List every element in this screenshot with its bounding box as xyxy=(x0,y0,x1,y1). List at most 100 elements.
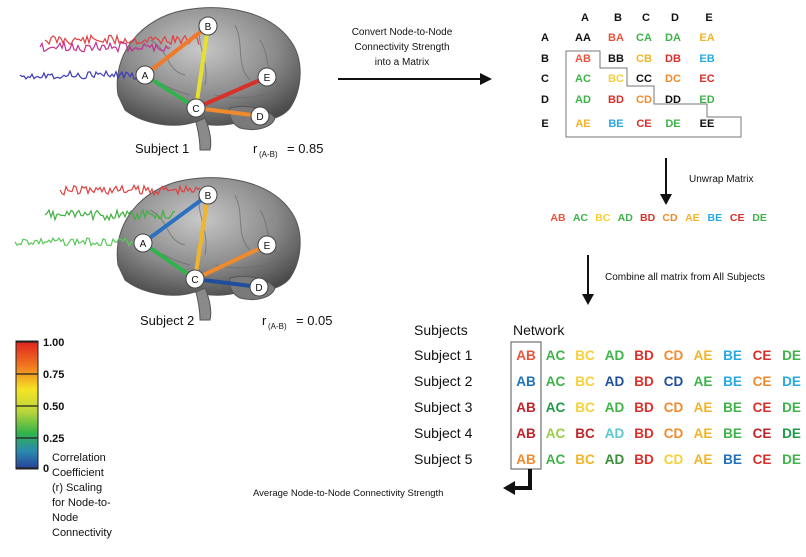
table-header-network: Network xyxy=(513,322,565,338)
table-cell: BD xyxy=(634,374,654,389)
edge-A-C xyxy=(143,73,198,110)
brain-2-edges xyxy=(141,193,269,289)
matrix-cell: EB xyxy=(699,53,714,65)
average-arrow xyxy=(513,469,532,490)
matrix-row-header: A xyxy=(541,32,549,44)
table-header-subjects: Subjects xyxy=(414,322,468,338)
edge-C-E xyxy=(194,75,269,110)
combine-arrow-head xyxy=(582,294,594,305)
table-cell: AB xyxy=(516,374,536,389)
table-cell: AC xyxy=(546,348,566,363)
table-cell: BE xyxy=(723,400,742,415)
matrix-cell: EC xyxy=(699,73,714,85)
matrix-cell: AD xyxy=(575,94,591,106)
matrix-row-header: C xyxy=(541,73,549,85)
colorbar-tick-label: 0.50 xyxy=(43,401,64,413)
table-subject-label: Subject 4 xyxy=(414,425,473,441)
colorbar-label-line: for Node-to- xyxy=(52,497,111,509)
brain-subject-1: A B C D E xyxy=(19,7,301,151)
table-cell: AD xyxy=(605,452,625,467)
node-label-B: B xyxy=(205,191,212,202)
edge-C-E xyxy=(193,243,269,281)
colorbar-label-line: Correlation xyxy=(52,452,106,464)
unwrapped-cell: CD xyxy=(662,212,678,224)
unwrapped-cell: BE xyxy=(708,212,723,224)
node-C: C xyxy=(185,269,205,289)
matrix-cell: BD xyxy=(608,94,624,106)
brain-1-cerebrum xyxy=(116,7,301,126)
edge-C-D xyxy=(193,277,261,289)
node-label-C: C xyxy=(192,104,199,115)
convert-text-line-2: Connectivity Strength xyxy=(354,42,449,53)
edge-A-B xyxy=(143,24,210,77)
table-cell: CD xyxy=(664,348,684,363)
subject-1-r-symbol: r xyxy=(253,141,258,156)
unwrapped-cell: CE xyxy=(730,212,745,224)
subject-2-r-subscript: (A-B) xyxy=(268,322,287,331)
average-label: Average Node-to-Node Connectivity Streng… xyxy=(253,488,443,499)
table-cell: CE xyxy=(753,400,772,415)
table-cell: BD xyxy=(634,348,654,363)
node-E: E xyxy=(257,67,277,87)
node-label-B: B xyxy=(205,22,212,33)
matrix-cell: AC xyxy=(575,73,591,85)
brain-1-nodes: A B C D E xyxy=(135,16,277,126)
matrix-lower-triangle-outline xyxy=(565,50,742,138)
colorbar-tick-label: 0.25 xyxy=(43,433,64,445)
table-cell: AD xyxy=(605,374,625,389)
edge-A-C xyxy=(141,241,197,281)
node-label-E: E xyxy=(264,73,271,84)
table-cell: CD xyxy=(664,426,684,441)
table-cell: CD xyxy=(664,374,684,389)
table-cell: DE xyxy=(782,374,801,389)
unwrap-arrow-head xyxy=(660,194,672,205)
edge-A-B xyxy=(141,193,210,245)
brain-2-signal-red xyxy=(59,183,201,197)
table-cell: CE xyxy=(753,452,772,467)
table-cell: AE xyxy=(694,374,713,389)
table-cell: CE xyxy=(753,374,772,389)
brain-1-brainstem xyxy=(195,117,212,151)
table-cell: AC xyxy=(546,426,566,441)
node-B: B xyxy=(198,16,218,36)
table-cell: AE xyxy=(694,452,713,467)
table-cell: DE xyxy=(782,452,801,467)
subject-2-label: Subject 2 xyxy=(140,313,194,328)
brain-1-signals xyxy=(19,33,200,80)
table-cell: BE xyxy=(723,374,742,389)
brain-1-signal-blue xyxy=(19,69,139,80)
table-cell: AC xyxy=(546,452,566,467)
brain-2-cerebrum xyxy=(116,177,301,296)
combine-label: Combine all matrix from All Subjects xyxy=(605,272,765,283)
colorbar-label-line: Coefficient xyxy=(52,467,104,479)
table-cell: BC xyxy=(575,426,595,441)
node-label-A: A xyxy=(140,239,147,250)
table-cell: AD xyxy=(605,426,625,441)
matrix-cell: BE xyxy=(608,118,623,130)
matrix-cell: EA xyxy=(699,32,714,44)
unwrapped-cell: DE xyxy=(752,212,767,224)
convert-text-line-1: Convert Node-to-Node xyxy=(352,27,453,38)
matrix-cell: CA xyxy=(636,32,652,44)
table-cell: BE xyxy=(723,452,742,467)
table-cell: BC xyxy=(575,452,595,467)
colorbar-label: Correlation Coefficient (r) Scaling for Nod… xyxy=(52,452,112,539)
convert-arrow-head xyxy=(480,73,492,85)
matrix-cell: BB xyxy=(608,53,624,65)
table-cell: AE xyxy=(694,426,713,441)
unwrapped-cell: AC xyxy=(573,212,589,224)
matrix-row-header: D xyxy=(541,94,549,106)
unwrapped-cell: AE xyxy=(685,212,700,224)
matrix-col-header: C xyxy=(642,12,650,24)
table-cell: AB xyxy=(516,426,536,441)
table-cell: CD xyxy=(664,400,684,415)
table-cell: AC xyxy=(546,400,566,415)
table-cell: CE xyxy=(753,426,772,441)
average-arrow-head xyxy=(503,481,515,495)
brain-2-signal-lightgreen xyxy=(14,236,140,247)
ab-column-highlight xyxy=(510,341,542,470)
subject-1-r-value: = 0.85 xyxy=(287,141,324,156)
matrix-cell: BC xyxy=(608,73,624,85)
matrix-cell: CC xyxy=(636,73,652,85)
table-cell: AE xyxy=(694,348,713,363)
